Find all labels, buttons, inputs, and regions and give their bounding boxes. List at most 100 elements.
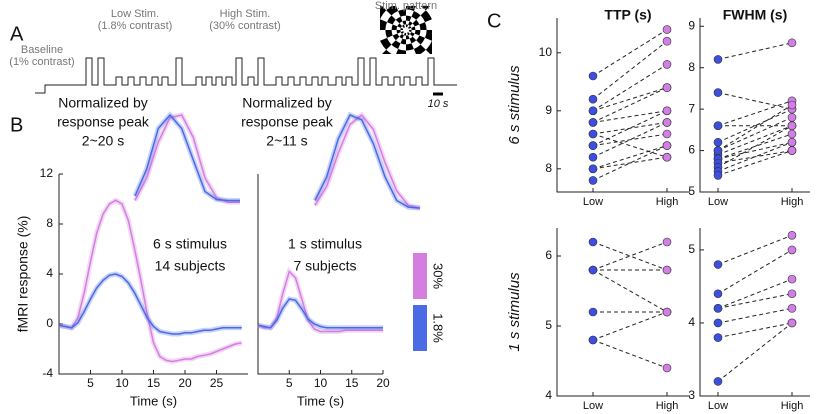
panel-label: B [10,114,23,136]
pair-link [717,104,793,151]
timeline-label: Low Stim. [111,8,159,20]
checker-cell [411,11,421,20]
annotation: 7 subjects [293,258,356,274]
annotation: 1 s stimulus [288,236,362,252]
checker-cell [387,15,396,25]
x-tick-label: 5 [286,376,293,390]
point [662,118,672,127]
y-tick-label: 8 [545,161,552,175]
point [787,274,797,284]
point [787,304,797,313]
checker-cell [440,30,453,48]
stimulus-timeline [35,57,457,94]
checker-cell [360,12,373,30]
pair-link [592,110,668,123]
point [787,113,797,122]
pair-link [592,241,668,271]
checker-cell [403,32,406,36]
point [787,137,797,147]
checker-cell [420,10,432,23]
timeline-label: (1.8% contrast) [98,20,173,32]
point [713,137,723,147]
pair-link [717,234,793,265]
point [662,83,672,92]
checker-cell [395,16,403,24]
legend-label: 30% [431,263,446,289]
x-tick-label: 20 [376,376,390,390]
point [662,152,672,162]
checker-cell [419,22,427,30]
point [787,38,797,48]
pair-link [717,307,793,324]
inset-line [314,113,421,209]
y-tick-label: 4 [688,315,695,329]
pair-link [717,42,793,60]
inset-title: response peak [241,114,334,130]
pair-link [592,133,668,158]
pair-link [717,125,793,168]
checker-cell [420,6,430,11]
y-tick-label: 5 [688,242,695,256]
checker-cell [380,40,381,41]
series-line [257,298,383,329]
pair-link [592,63,668,112]
inset-title: 2~20 s [82,133,124,149]
checker-cell [382,49,392,54]
checker-cell [425,30,432,41]
checker-cell [365,63,388,83]
point [787,146,797,155]
checker-cell [406,6,416,11]
point [588,106,598,116]
y-tick-label: 9 [545,103,552,117]
y-tick-label: 0 [46,316,53,330]
chart-title: TTP (s) [604,7,651,23]
point [588,164,598,174]
checker-cell [380,19,387,30]
point [588,118,598,127]
point [713,304,723,313]
checker-cell [409,36,417,44]
checker-cell [407,32,410,36]
point [588,71,598,81]
pair-link [717,322,793,382]
pair-link [717,133,793,160]
x-tick-label: Low [708,196,728,208]
pair-link [717,141,793,172]
x-tick-label: 15 [345,376,359,390]
point [662,237,672,247]
point [713,88,723,97]
checker-cell [425,40,432,54]
point [787,129,797,139]
point [588,141,598,150]
pair-link [592,121,668,135]
checker-cell [397,23,402,28]
checker-cell [392,33,400,41]
y-tick-label: 3 [688,388,695,402]
y-tick-label: 8 [688,60,695,74]
point [588,176,598,185]
pair-link [717,293,793,309]
y-tick-label: 4 [545,388,552,402]
inset-title: Normalized by [58,95,147,111]
checker-cell [353,0,373,12]
pair-link [592,241,668,271]
checker-cell [396,49,406,54]
checker-cell [380,37,392,50]
axis [556,18,690,193]
y-axis-label: fMRI response (%) [15,216,31,333]
checker-cell [385,30,393,38]
point [713,377,723,386]
point [588,237,598,247]
pair-link [592,156,668,170]
pair-link [717,278,793,309]
pair-link [592,133,668,147]
y-tick-label: 5 [545,318,552,332]
checker-cell [413,44,426,54]
checker-cell [388,64,406,77]
pair-link [592,339,668,369]
checker-cell [449,8,464,30]
checker-cell [416,35,425,45]
point [662,265,672,275]
checker-cell [431,19,432,20]
checker-cell [400,27,404,30]
